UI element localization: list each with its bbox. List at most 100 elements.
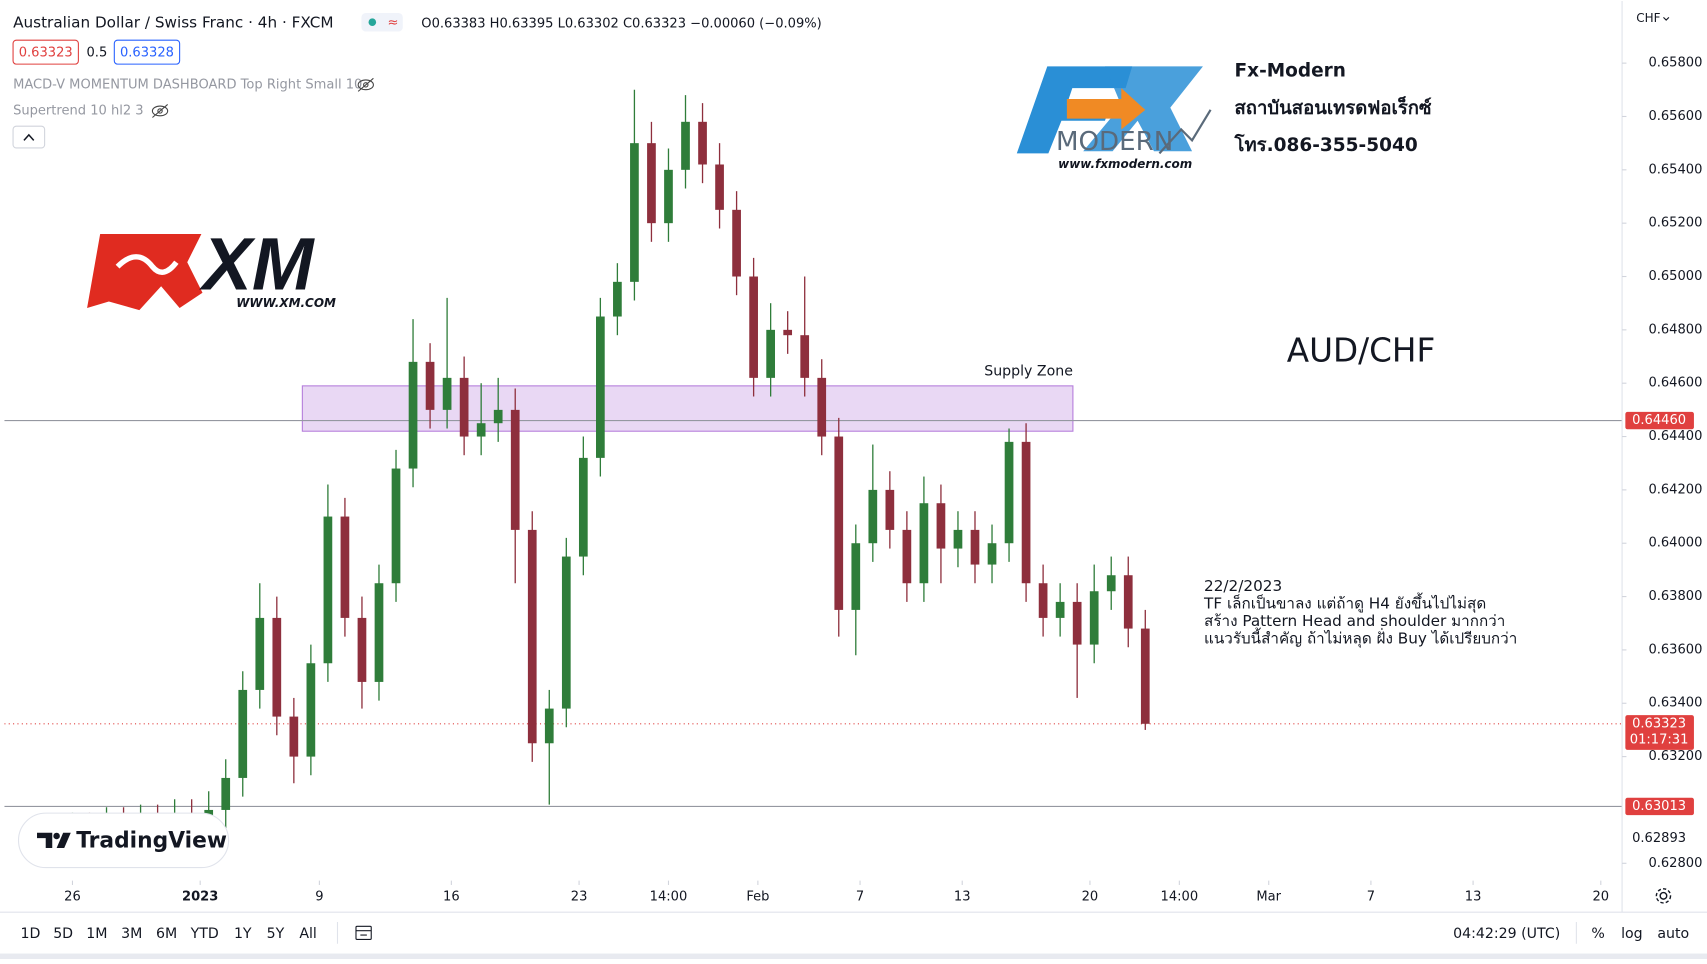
ask-price[interactable]: 0.63328 xyxy=(120,46,174,61)
indicator-label[interactable]: Supertrend 10 hl2 3 xyxy=(13,103,144,118)
hidden-eye-icon[interactable] xyxy=(151,104,169,118)
xm-bull xyxy=(87,233,203,311)
candle-body xyxy=(647,143,656,224)
period-button[interactable]: 1Y xyxy=(234,926,252,942)
y-tick-label: 0.62800 xyxy=(1648,856,1702,871)
period-button[interactable]: 3M xyxy=(121,926,142,942)
clock[interactable]: 04:42:29 (UTC) xyxy=(1453,926,1560,942)
candle-body xyxy=(544,708,554,744)
x-tick-label: 20 xyxy=(1592,889,1609,904)
tradingview-badge[interactable]: TradingView xyxy=(17,812,230,869)
candle-body xyxy=(527,529,537,744)
currency-chevron xyxy=(1663,16,1670,21)
candle-body xyxy=(630,143,639,282)
fx-url: www.fxmodern.com xyxy=(1058,157,1192,171)
y-tick-label: 0.63600 xyxy=(1648,642,1702,657)
candle-body xyxy=(953,529,963,549)
note-line: สร้าง Pattern Head and shoulder มากกว่า xyxy=(1204,612,1505,630)
period-button[interactable]: All xyxy=(299,926,317,942)
scale-option[interactable]: auto xyxy=(1657,926,1689,942)
x-tick-label: 26 xyxy=(64,889,81,904)
fx-line: โทร.086-355-5040 xyxy=(1234,133,1418,156)
price-label: 0.63323 xyxy=(1632,716,1686,731)
bid-box[interactable] xyxy=(12,39,79,65)
candle-body xyxy=(306,663,316,757)
candle-body xyxy=(476,423,486,437)
candle-body xyxy=(289,716,299,757)
scale-option[interactable]: log xyxy=(1621,926,1643,942)
bid-price[interactable]: 0.63323 xyxy=(19,46,73,61)
price-label-bg xyxy=(1625,411,1694,430)
x-tick-label: Feb xyxy=(746,889,769,904)
period-button[interactable]: 1D xyxy=(21,926,41,942)
candle-body xyxy=(510,409,520,530)
candle-body xyxy=(374,583,384,682)
candle-body xyxy=(221,777,231,810)
period-button[interactable]: 5D xyxy=(53,926,73,942)
hidden-eye-icon[interactable] xyxy=(357,77,374,92)
y-tick-label: 0.65000 xyxy=(1648,269,1702,284)
price-label-bg xyxy=(1625,715,1694,750)
status-dot xyxy=(368,18,377,27)
candle-body xyxy=(902,529,912,584)
candle-body xyxy=(1038,583,1048,618)
y-tick-label: 0.65400 xyxy=(1648,162,1702,177)
settings-icon[interactable] xyxy=(1655,888,1672,904)
y-tick-label: 0.65600 xyxy=(1648,109,1702,124)
candle-body xyxy=(459,377,469,437)
pair-label: AUD/CHF xyxy=(1287,332,1435,370)
period-button[interactable]: YTD xyxy=(190,926,219,942)
currency-label[interactable]: CHF xyxy=(1636,11,1660,25)
note-line: แนวรับนี้สำคัญ ถ้าไม่หลุด ฝั่ง Buy ได้เป… xyxy=(1204,627,1517,648)
candle-body xyxy=(425,361,435,410)
period-button[interactable]: 6M xyxy=(156,926,177,942)
candle-body xyxy=(340,516,350,618)
y-tick-label: 0.63800 xyxy=(1648,589,1702,604)
candle-body xyxy=(732,209,741,277)
x-tick-label: Mar xyxy=(1256,889,1281,904)
indicator-label[interactable]: MACD-V MOMENTUM DASHBOARD Top Right Smal… xyxy=(13,77,362,92)
candle-body xyxy=(578,457,588,557)
candle-body xyxy=(493,409,503,424)
spread: 0.5 xyxy=(87,46,108,61)
candle-body xyxy=(919,503,929,584)
candle-body xyxy=(442,377,452,410)
tv-text: TradingView xyxy=(76,828,227,853)
collapse-button[interactable] xyxy=(12,125,46,149)
y-tick-label: 0.63200 xyxy=(1648,749,1702,764)
ask-box[interactable] xyxy=(113,39,181,65)
candle-body xyxy=(664,169,673,224)
candle-body xyxy=(272,617,282,717)
candle-body xyxy=(1072,601,1082,645)
countdown: 01:17:31 xyxy=(1630,733,1689,748)
candle-body xyxy=(408,361,418,469)
y-tick-label: 0.64800 xyxy=(1648,322,1702,337)
period-button[interactable]: 1M xyxy=(86,926,107,942)
note-line: 22/2/2023 xyxy=(1204,577,1282,595)
ohlc-values: O0.63383 H0.63395 L0.63302 C0.63323 −0.0… xyxy=(421,16,821,31)
candle-body xyxy=(323,516,333,664)
period-bar: 1D 5D 1M 3M 6M YTD 1Y 5Y All xyxy=(21,926,317,942)
y-tick-label: 0.64400 xyxy=(1648,429,1702,444)
x-tick-label: 7 xyxy=(856,889,864,904)
candle-body xyxy=(800,335,810,378)
candle-body xyxy=(749,276,758,378)
date-range-icon[interactable] xyxy=(355,925,372,940)
fxmodern-logo: MODERN www.fxmodern.com Fx-Modern สถาบัน… xyxy=(1016,61,1432,171)
symbol-title: Australian Dollar / Swiss Franc · 4h · F… xyxy=(13,13,333,31)
x-tick-label: 7 xyxy=(1367,889,1375,904)
xm-bull-horns xyxy=(115,254,179,275)
xm-text: XM xyxy=(198,222,314,305)
scale-option[interactable]: % xyxy=(1591,926,1604,942)
bottom-edge xyxy=(0,953,1707,960)
candle-body xyxy=(970,529,980,565)
x-tick-label: 9 xyxy=(315,889,323,904)
badge-bg[interactable] xyxy=(17,812,230,869)
collapse-chevron xyxy=(23,133,35,141)
candle-body xyxy=(766,329,776,378)
price-label: 0.64460 xyxy=(1632,413,1686,428)
period-button[interactable]: 5Y xyxy=(267,926,285,942)
fx-arrow xyxy=(1066,88,1146,130)
status-pill xyxy=(361,12,403,32)
